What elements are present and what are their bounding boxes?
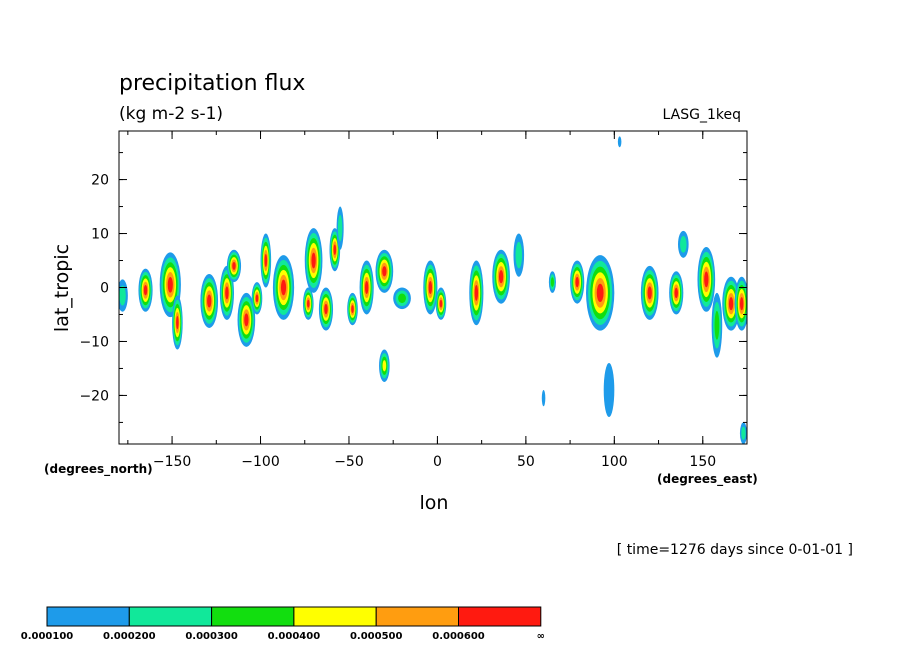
precip-blob-33-level-2 bbox=[680, 236, 687, 253]
x-axis-label: lon bbox=[420, 492, 449, 514]
contour-fill-layer bbox=[119, 136, 747, 444]
colorbar-label: 0.000600 bbox=[432, 631, 485, 642]
y-axis-label: lat_tropic bbox=[51, 244, 73, 332]
precip-blob-13-level-6 bbox=[324, 303, 328, 315]
colorbar: 0.000100 0.000200 0.000300 0.000400 0.000500… bbox=[21, 606, 545, 642]
precip-blob-21-level-6 bbox=[428, 280, 433, 295]
colorbar-swatch bbox=[211, 606, 295, 627]
run-label: LASG_1keq bbox=[663, 107, 741, 123]
precip-blob-19-level-4 bbox=[382, 360, 387, 372]
precip-blob-30-level-1 bbox=[541, 390, 546, 407]
precip-blob-35-level-3 bbox=[714, 310, 720, 340]
precip-blob-1-level-6 bbox=[143, 284, 148, 296]
x-unit-right: (degrees_east) bbox=[657, 472, 758, 487]
precip-blob-7-level-6 bbox=[244, 313, 249, 327]
precip-blob-8-level-6 bbox=[255, 294, 259, 303]
x-tick-label: −100 bbox=[241, 454, 279, 470]
precip-blob-9-level-6 bbox=[264, 253, 268, 268]
colorbar-label: 0.000100 bbox=[21, 631, 74, 642]
colorbar-label: 0.000500 bbox=[350, 631, 403, 642]
y-tick-label: −10 bbox=[79, 334, 109, 350]
x-tick-label: −50 bbox=[334, 454, 364, 470]
precip-blob-37-level-6 bbox=[739, 297, 744, 311]
precip-blob-28-level-6 bbox=[596, 283, 604, 303]
precip-blob-17-level-6 bbox=[364, 280, 369, 295]
y-tick-label: 20 bbox=[91, 173, 109, 189]
y-tick-label: 0 bbox=[100, 281, 109, 297]
colorbar-label: 0.000400 bbox=[268, 631, 321, 642]
colorbar-swatch bbox=[293, 606, 377, 627]
precip-blob-34-level-6 bbox=[704, 271, 709, 288]
colorbar-swatch bbox=[46, 606, 130, 627]
x-tick-label: 0 bbox=[433, 454, 442, 470]
precip-blob-4-level-6 bbox=[207, 294, 212, 308]
colorbar-swatch bbox=[458, 606, 542, 627]
precip-blob-24-level-6 bbox=[498, 270, 504, 284]
precip-blob-22-level-6 bbox=[439, 299, 443, 308]
precip-blob-11-level-6 bbox=[311, 252, 316, 269]
precip-blob-0-level-2 bbox=[119, 285, 126, 306]
x-tick-label: −150 bbox=[153, 454, 191, 470]
precip-blob-14-level-6 bbox=[333, 244, 337, 255]
colorbar-label: ∞ bbox=[537, 631, 545, 642]
precip-blob-5-level-6 bbox=[225, 286, 229, 300]
precip-blob-12-level-6 bbox=[306, 299, 310, 308]
precip-blob-18-level-6 bbox=[382, 266, 387, 277]
precip-blob-31-level-6 bbox=[647, 286, 652, 300]
x-tick-label: 50 bbox=[517, 454, 535, 470]
precip-blob-16-level-6 bbox=[351, 305, 354, 314]
colorbar-swatch bbox=[375, 606, 460, 627]
y-tick-label: −20 bbox=[79, 388, 109, 404]
precip-blob-23-level-6 bbox=[474, 285, 479, 301]
precip-blob-26-level-3 bbox=[550, 277, 554, 287]
precip-blob-10-level-6 bbox=[280, 279, 287, 296]
chart-subtitle: (kg m-2 s-1) bbox=[119, 104, 223, 124]
precip-blob-15-level-2 bbox=[337, 214, 343, 242]
precip-blob-29-level-1 bbox=[603, 363, 615, 418]
precip-blob-6-level-6 bbox=[232, 261, 236, 270]
x-tick-label: 100 bbox=[601, 454, 628, 470]
y-tick-label: 10 bbox=[91, 227, 109, 243]
colorbar-label: 0.000200 bbox=[103, 631, 156, 642]
precip-blob-32-level-6 bbox=[674, 287, 678, 299]
precip-blob-25-level-2 bbox=[515, 241, 523, 269]
chart-title: precipitation flux bbox=[119, 71, 305, 96]
time-note: [ time=1276 days since 0-01-01 ] bbox=[617, 542, 853, 558]
precip-blob-36-level-6 bbox=[728, 297, 734, 311]
x-unit-left: (degrees_north) bbox=[44, 462, 153, 477]
precip-blob-38-level-2 bbox=[741, 426, 746, 440]
precip-blob-2-level-6 bbox=[167, 276, 173, 293]
precip-blob-27-level-6 bbox=[575, 276, 579, 288]
colorbar-label: 0.000300 bbox=[185, 631, 238, 642]
precip-blob-20-level-3 bbox=[398, 293, 406, 304]
precip-blob-3-level-6 bbox=[176, 316, 179, 330]
precip-blob-39-level-1 bbox=[617, 136, 622, 148]
colorbar-swatch bbox=[128, 606, 213, 627]
x-tick-label: 150 bbox=[689, 454, 716, 470]
